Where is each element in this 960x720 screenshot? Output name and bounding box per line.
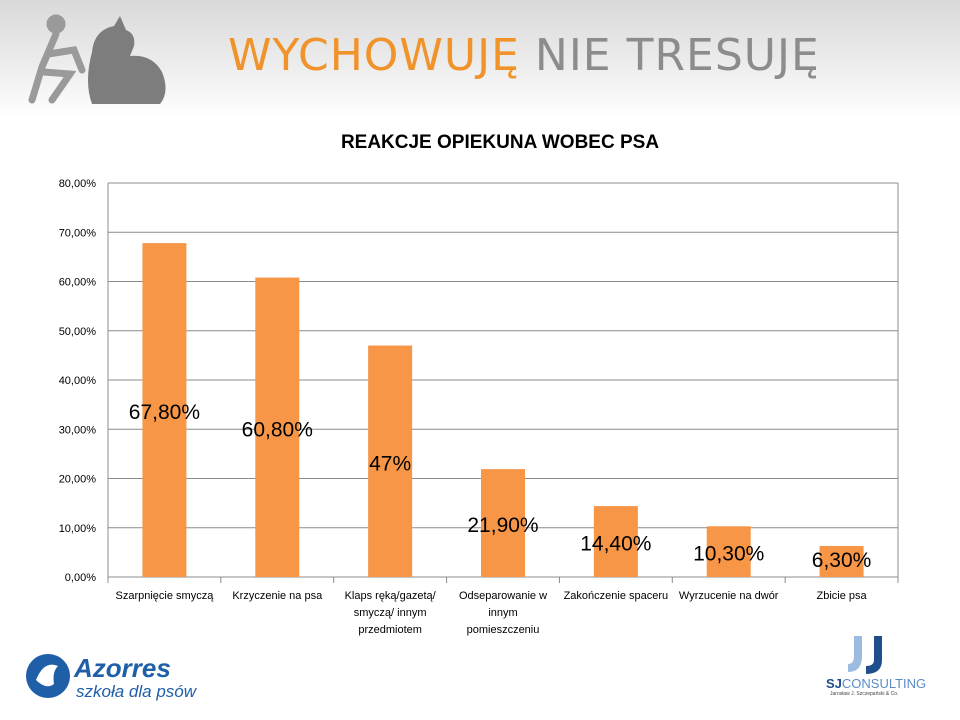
azorres-tagline: szkoła dla psów (76, 682, 198, 701)
bar (481, 469, 525, 577)
x-tick-label: pomieszczeniu (467, 624, 540, 636)
sj-brand-rest: CONSULTING (841, 676, 927, 691)
x-tick-label: Wyrzucenie na dwór (679, 590, 779, 602)
sj-brand: SJCONSULTING (826, 676, 938, 691)
x-tick-label: Klaps ręką/gazetą/ (345, 590, 437, 602)
y-tick-label: 50,00% (59, 326, 97, 338)
y-tick-label: 0,00% (65, 572, 96, 584)
y-tick-label: 80,00% (59, 178, 97, 190)
bar (593, 506, 638, 577)
x-tick-label: Szarpnięcie smyczą (116, 590, 215, 602)
x-tick-label: Odseparowanie w (459, 590, 547, 602)
x-tick-label: przedmiotem (358, 624, 422, 636)
chart-title: REAKCJE OPIEKUNA WOBEC PSA (340, 132, 660, 153)
azorres-logo: Azorres szkoła dla psów (26, 653, 198, 701)
bar (142, 243, 187, 577)
data-label: 21,90% (467, 514, 538, 537)
y-tick-label: 70,00% (59, 227, 97, 239)
bar (368, 345, 413, 577)
data-label: 67,80% (129, 401, 200, 424)
bar (255, 277, 300, 577)
data-label: 14,40% (580, 533, 651, 556)
data-label: 47% (369, 452, 411, 475)
data-label: 60,80% (242, 418, 313, 441)
person-with-dog-icon (28, 14, 166, 104)
data-label: 6,30% (812, 549, 872, 572)
bar (706, 526, 751, 577)
y-tick-label: 40,00% (59, 375, 97, 387)
bar (819, 545, 864, 577)
x-tick-label: Krzyczenie na psa (232, 590, 323, 602)
y-tick-label: 30,00% (59, 424, 97, 436)
x-tick-label: Zbicie psa (817, 590, 868, 602)
sj-consulting-logo: SJCONSULTING Jarosław J. Szczepański & C… (826, 634, 938, 700)
x-tick-label: smyczą/ innym (354, 607, 427, 619)
x-tick-label: Zakończenie spaceru (564, 590, 669, 602)
title-part-one: WYCHOWUJĘ (228, 30, 520, 81)
sj-mark-icon (848, 636, 882, 674)
x-tick-label: innym (488, 607, 517, 619)
y-tick-label: 10,00% (59, 523, 97, 535)
azorres-brand: Azorres (73, 653, 171, 683)
sj-brand-bold: SJ (826, 676, 842, 691)
page-title: WYCHOWUJĘ NIE TRESUJĘ (228, 30, 820, 81)
title-part-two: NIE TRESUJĘ (534, 30, 820, 81)
sj-subtitle: Jarosław J. Szczepański & Co. (830, 691, 899, 697)
y-tick-label: 60,00% (59, 277, 97, 289)
data-label: 10,30% (693, 543, 764, 566)
y-tick-label: 20,00% (59, 474, 97, 486)
